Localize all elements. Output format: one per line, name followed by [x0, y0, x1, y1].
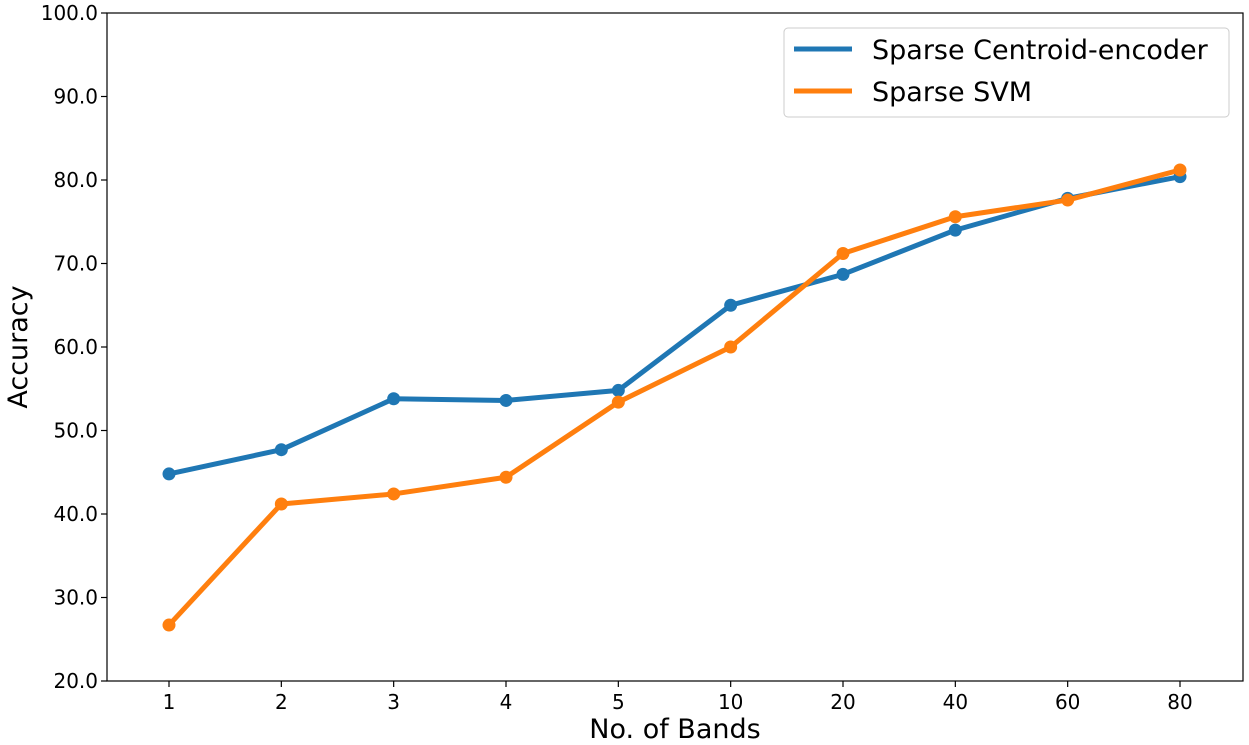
- x-axis: 1 2 3 4 5 10 20 40 60 80: [163, 681, 1193, 714]
- y-axis: 20.0 30.0 40.0 50.0 60.0 70.0 80.0 90.0 100.0: [41, 1, 107, 693]
- data-point: [948, 210, 962, 224]
- data-point: [162, 467, 176, 481]
- data-point: [499, 393, 513, 407]
- data-point: [162, 618, 176, 632]
- data-point: [948, 223, 962, 237]
- x-tick-label: 5: [612, 690, 625, 714]
- data-point: [836, 246, 850, 260]
- y-tick-label: 100.0: [41, 1, 98, 25]
- y-tick-label: 40.0: [53, 502, 98, 526]
- x-axis-title: No. of Bands: [589, 714, 760, 745]
- data-point: [1061, 193, 1075, 207]
- x-tick-label: 1: [163, 690, 176, 714]
- x-tick-label: 3: [387, 690, 400, 714]
- x-tick-label: 60: [1055, 690, 1080, 714]
- x-tick-label: 10: [718, 690, 743, 714]
- series-1: [162, 170, 1187, 481]
- series-line: [166, 167, 1183, 628]
- series-line: [166, 174, 1183, 477]
- data-point: [387, 487, 401, 501]
- data-point: [499, 470, 513, 484]
- legend: Sparse Centroid-encoder Sparse SVM: [783, 27, 1230, 118]
- series-2: [162, 163, 1187, 632]
- y-tick-label: 60.0: [53, 335, 98, 359]
- legend-box: [783, 27, 1230, 118]
- data-point: [274, 443, 288, 457]
- data-point: [611, 395, 625, 409]
- legend-label: Sparse Centroid-encoder: [872, 35, 1209, 66]
- data-point: [611, 383, 625, 397]
- series-layer: [162, 163, 1187, 632]
- data-point: [724, 340, 738, 354]
- x-tick-label: 40: [943, 690, 968, 714]
- y-tick-label: 70.0: [53, 252, 98, 276]
- data-point: [274, 497, 288, 511]
- x-tick-label: 20: [830, 690, 855, 714]
- y-tick-label: 20.0: [53, 669, 98, 693]
- y-tick-label: 50.0: [53, 419, 98, 443]
- data-point: [724, 298, 738, 312]
- x-tick-label: 2: [275, 690, 288, 714]
- data-point: [387, 392, 401, 406]
- y-tick-label: 80.0: [53, 168, 98, 192]
- data-point: [836, 267, 850, 281]
- y-tick-label: 30.0: [53, 586, 98, 610]
- y-tick-label: 90.0: [53, 85, 98, 109]
- legend-label: Sparse SVM: [872, 77, 1032, 108]
- x-tick-label: 80: [1167, 690, 1192, 714]
- y-axis-title: Accuracy: [3, 285, 34, 408]
- data-point: [1173, 163, 1187, 177]
- x-tick-label: 4: [500, 690, 513, 714]
